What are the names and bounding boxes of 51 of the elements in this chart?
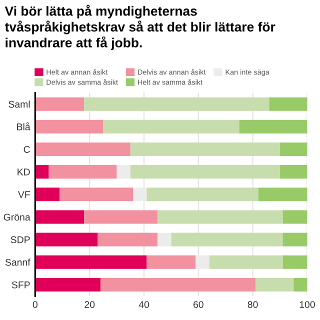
y-tick-label: SFP	[12, 281, 30, 288]
bar	[100, 278, 256, 292]
bar	[35, 120, 104, 134]
bar	[146, 255, 196, 269]
x-tick-label: 80	[248, 301, 258, 308]
x-tick-label: 60	[193, 301, 204, 308]
x-tick-label: 40	[138, 301, 150, 308]
bar	[146, 188, 258, 202]
bar	[280, 165, 308, 179]
x-tick-label: 20	[84, 301, 95, 308]
bar	[35, 210, 84, 224]
bar	[171, 232, 283, 246]
x-tick-label: 100	[300, 301, 315, 308]
bar	[209, 255, 283, 269]
bar	[258, 188, 308, 202]
x-tick-label: 0	[32, 301, 38, 308]
bar	[84, 97, 270, 111]
y-tick-label: SDP	[10, 236, 30, 244]
y-tick-label: Saml	[8, 100, 30, 108]
bar	[280, 142, 308, 156]
bar	[239, 120, 308, 134]
y-tick-label: C	[24, 146, 30, 153]
bar	[130, 165, 280, 179]
bar	[282, 210, 308, 224]
bar	[282, 255, 308, 269]
chart-title: Vi bör lätta på myndigheternas tvåspråkighetskrav så att det blir lättare för invandrare att få jobb.	[4, 4, 276, 50]
bar	[158, 232, 172, 246]
bar	[130, 142, 280, 156]
bar	[35, 232, 98, 246]
bar	[103, 120, 240, 134]
bar	[269, 97, 308, 111]
bar	[35, 165, 49, 179]
y-tick-label: Sannf	[5, 258, 30, 266]
y-tick-label: KD	[18, 168, 30, 176]
bar	[60, 188, 134, 202]
bar	[256, 278, 294, 292]
bar	[35, 255, 147, 269]
y-tick-label: VF	[18, 191, 30, 198]
y-tick-label: Gröna	[4, 214, 30, 221]
bar	[116, 165, 130, 179]
y-tick-label: Blå	[17, 122, 30, 130]
bar	[35, 278, 100, 292]
bar	[158, 210, 283, 224]
bar	[35, 188, 60, 202]
bar	[48, 165, 117, 179]
bar	[35, 142, 130, 156]
bar	[282, 232, 308, 246]
bar	[98, 232, 158, 246]
bar	[84, 210, 158, 224]
bar	[35, 97, 84, 111]
bar	[294, 278, 308, 292]
